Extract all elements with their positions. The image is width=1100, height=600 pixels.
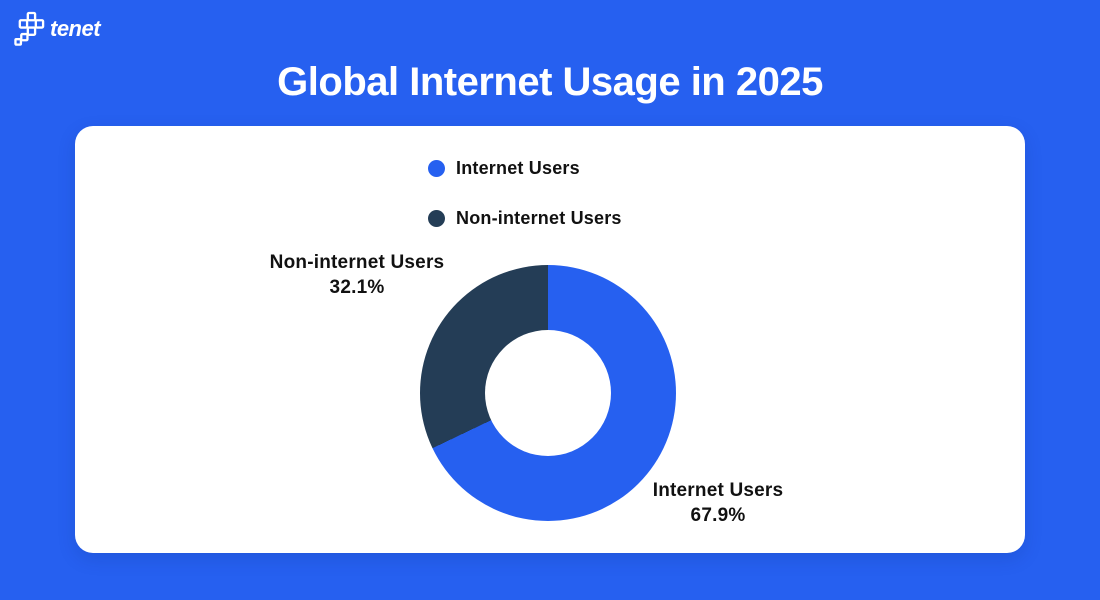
slice-label-name: Internet Users <box>652 480 784 501</box>
legend-swatch-non-internet-users <box>428 210 445 227</box>
legend-label-internet-users: Internet Users <box>456 158 580 178</box>
donut-chart <box>420 265 676 521</box>
legend-item-internet-users: Internet Users <box>428 158 622 179</box>
slice-label-name: Non-internet Users <box>269 252 445 273</box>
page-title: Global Internet Usage in 2025 <box>277 60 823 104</box>
brand-name: tenet <box>50 16 101 41</box>
slice-label-value: 67.9% <box>690 505 746 526</box>
chart-legend: Internet Users Non-internet Users <box>428 158 622 229</box>
slice-label-non-internet-users: Non-internet Users 32.1% <box>270 250 445 300</box>
slice-label-internet-users: Internet Users 67.9% <box>653 478 784 528</box>
slice-label-value: 32.1% <box>329 277 385 298</box>
legend-item-non-internet-users: Non-internet Users <box>428 208 622 229</box>
brand-logo: tenet <box>14 11 101 47</box>
legend-swatch-internet-users <box>428 160 445 177</box>
chart-card: Internet Users Non-internet Users Non-in… <box>75 126 1025 553</box>
legend-label-non-internet-users: Non-internet Users <box>456 208 622 228</box>
tenet-logo-icon <box>14 11 45 46</box>
